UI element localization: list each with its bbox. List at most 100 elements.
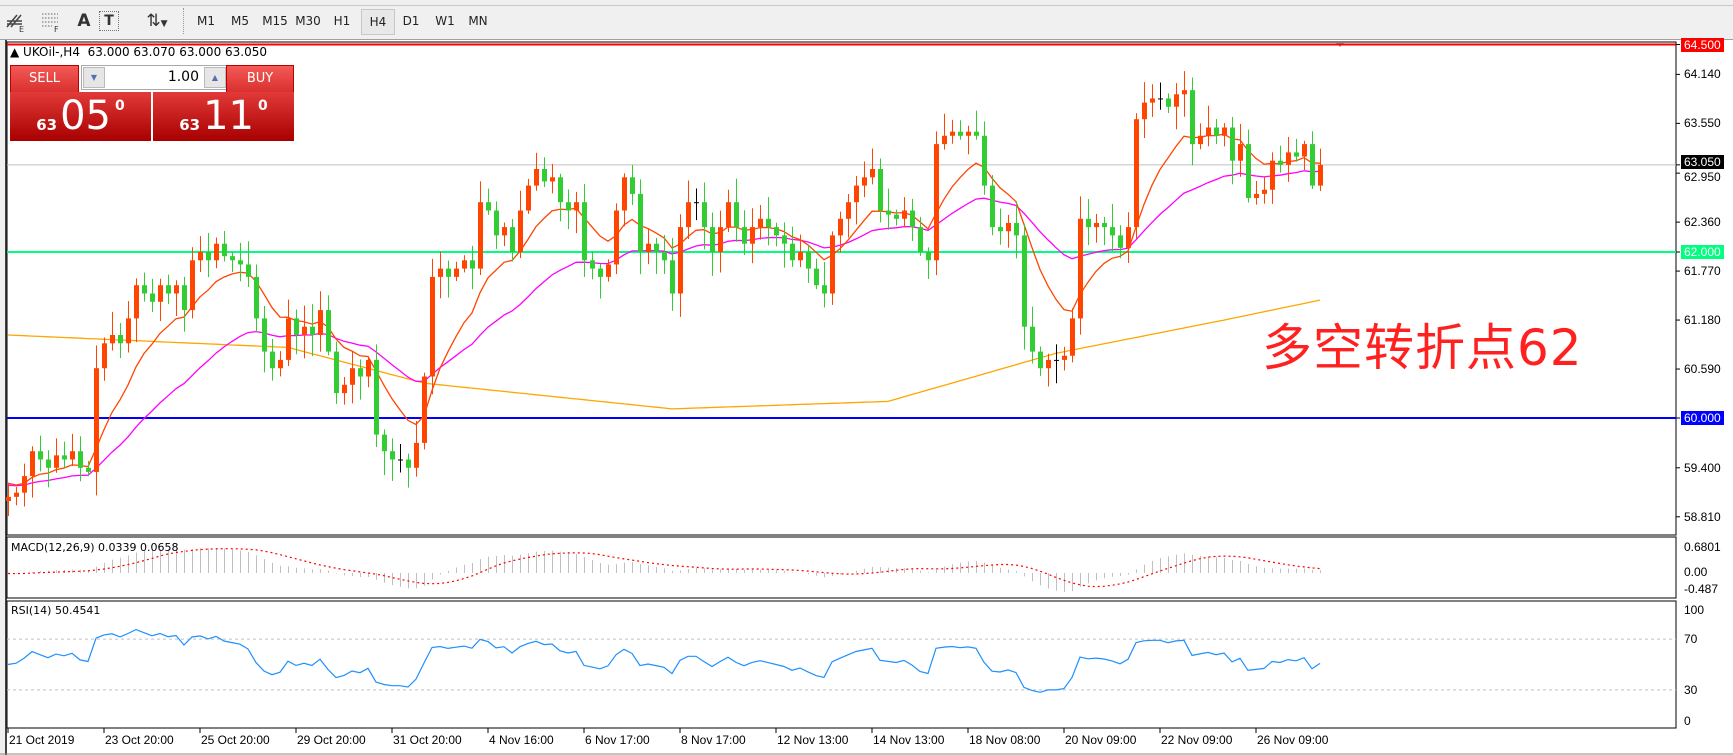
macd-axis-zero: 0.00 bbox=[1684, 565, 1708, 579]
candle-body bbox=[1166, 98, 1171, 107]
candle-body bbox=[398, 459, 403, 461]
toolbar: E F A T ⇅▼ M1 M5 M15 M30 H1 H4 D1 W1 MN bbox=[0, 0, 1733, 40]
tab-h1[interactable]: H1 bbox=[333, 14, 351, 28]
annotation-text: 多空转折点62 bbox=[1262, 319, 1583, 377]
candle-body bbox=[70, 451, 75, 460]
time-label: 8 Nov 17:00 bbox=[681, 733, 746, 747]
moving-average-slow bbox=[7, 299, 1321, 410]
tab-m1[interactable]: M1 bbox=[197, 14, 215, 28]
triangle-up-icon: ▲ bbox=[211, 73, 219, 82]
hline-price-label: 60.000 bbox=[1681, 411, 1724, 425]
sell-price-box[interactable]: 63 05 0 bbox=[10, 92, 151, 141]
macd-label: MACD(12,26,9) 0.0339 0.0658 bbox=[11, 541, 179, 554]
candle-body bbox=[902, 210, 907, 219]
candle-body bbox=[1246, 144, 1251, 199]
volume-decrease-button[interactable]: ▼ bbox=[83, 67, 105, 88]
chart-window[interactable] bbox=[5, 40, 1733, 755]
candle-body bbox=[278, 359, 283, 369]
candle-body bbox=[150, 293, 155, 302]
candle-body bbox=[126, 318, 131, 344]
candle-body bbox=[142, 285, 147, 294]
candle-body bbox=[1310, 144, 1315, 186]
candle-body bbox=[1014, 222, 1019, 236]
price-label: 64.140 bbox=[1684, 67, 1721, 82]
triangle-down-icon: ▼ bbox=[90, 73, 98, 82]
candle-body bbox=[990, 185, 995, 228]
candle-body bbox=[598, 268, 603, 277]
candle-body bbox=[726, 202, 731, 228]
arrows-dropdown-icon[interactable]: ⇅▼ bbox=[140, 9, 174, 33]
volume-stepper[interactable]: ▼ 1.00 ▲ bbox=[81, 65, 228, 90]
time-label: 21 Oct 2019 bbox=[9, 733, 75, 747]
tab-d1[interactable]: D1 bbox=[402, 14, 420, 28]
chart-objects-icon[interactable]: E bbox=[4, 9, 28, 34]
tab-m30[interactable]: M30 bbox=[295, 14, 321, 28]
candle-body bbox=[974, 131, 979, 136]
candle-body bbox=[766, 218, 771, 228]
candle-body bbox=[182, 285, 187, 311]
candle-body bbox=[1094, 222, 1099, 228]
candle-body bbox=[174, 285, 179, 294]
candle-body bbox=[1070, 318, 1075, 356]
one-click-trading-panel: SELL ▼ 1.00 ▲ BUY 63 05 0 63 11 0 bbox=[10, 65, 294, 141]
hline-price-label: 64.500 bbox=[1681, 37, 1724, 52]
candle-body bbox=[606, 264, 611, 277]
candle-body bbox=[830, 235, 835, 294]
price-label: 58.810 bbox=[1684, 509, 1721, 524]
candle-body bbox=[102, 343, 107, 369]
candle-body bbox=[694, 202, 699, 204]
time-label: 31 Oct 20:00 bbox=[393, 733, 462, 747]
candle-body bbox=[710, 227, 715, 252]
triangle-up-icon: ▲ bbox=[10, 45, 24, 59]
rsi-line bbox=[7, 628, 1321, 693]
candle-body bbox=[286, 318, 291, 360]
rsi-axis-30: 30 bbox=[1684, 683, 1698, 697]
sell-button[interactable]: SELL bbox=[10, 65, 79, 93]
macd-signal-line bbox=[7, 548, 1321, 588]
candle-body bbox=[1222, 127, 1227, 136]
candle-body bbox=[758, 218, 763, 228]
candle-body bbox=[350, 368, 355, 385]
macd-panel-frame bbox=[6, 536, 1677, 599]
tab-w1[interactable]: W1 bbox=[435, 14, 455, 28]
candle-body bbox=[822, 285, 827, 294]
buy-price-line: 63 11 0 bbox=[153, 92, 294, 141]
candle-body bbox=[510, 227, 515, 252]
candle-body bbox=[1198, 135, 1203, 145]
candle-body bbox=[1134, 119, 1139, 228]
candle-body bbox=[926, 252, 931, 261]
text-icon[interactable]: A bbox=[77, 11, 91, 31]
candle-body bbox=[78, 451, 83, 468]
time-label: 12 Nov 13:00 bbox=[777, 733, 849, 747]
tab-mn[interactable]: MN bbox=[468, 14, 488, 28]
time-label: 6 Nov 17:00 bbox=[585, 733, 650, 747]
candle-body bbox=[798, 252, 803, 261]
candle-body bbox=[270, 351, 275, 369]
tab-m15[interactable]: M15 bbox=[262, 14, 288, 28]
sell-price-pips: 05 bbox=[60, 93, 112, 139]
candle-body bbox=[1262, 189, 1267, 194]
candle-body bbox=[534, 169, 539, 186]
rsi-axis-0: 0 bbox=[1684, 714, 1691, 728]
volume-input[interactable]: 1.00 bbox=[167, 69, 199, 85]
volume-increase-button[interactable]: ▲ bbox=[204, 67, 226, 88]
moving-average-mid bbox=[7, 170, 1321, 487]
candle-body bbox=[198, 252, 203, 261]
candle-body bbox=[1078, 218, 1083, 319]
tab-h4[interactable]: H4 bbox=[361, 9, 395, 35]
candle-body bbox=[1158, 98, 1163, 100]
grid-icon[interactable]: F bbox=[39, 9, 63, 34]
tab-m5[interactable]: M5 bbox=[231, 14, 249, 28]
candle-body bbox=[1102, 222, 1107, 228]
time-label: 25 Oct 20:00 bbox=[201, 733, 270, 747]
candle-body bbox=[22, 476, 27, 493]
buy-price-box[interactable]: 63 11 0 bbox=[153, 92, 294, 141]
text-label-icon[interactable]: T bbox=[99, 11, 119, 31]
time-label: 4 Nov 16:00 bbox=[489, 733, 554, 747]
buy-button[interactable]: BUY bbox=[226, 65, 294, 93]
candle-body bbox=[1118, 235, 1123, 248]
candle-body bbox=[1006, 222, 1011, 232]
chart-header: ▲ UKOil-,H4 63.000 63.070 63.000 63.050 bbox=[10, 45, 267, 59]
candle-body bbox=[166, 285, 171, 294]
